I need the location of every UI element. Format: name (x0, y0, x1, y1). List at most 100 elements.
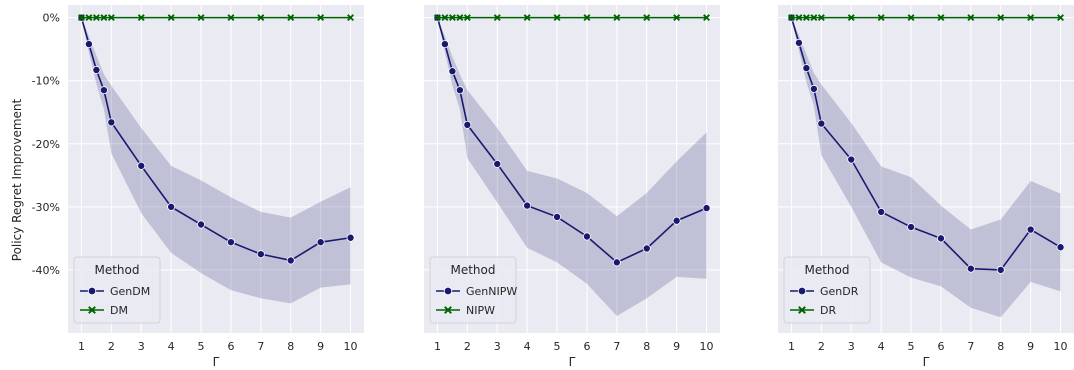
data-point-DM (85, 14, 93, 22)
data-point-NIPW (456, 14, 464, 22)
x-tick-label: 3 (138, 340, 145, 353)
legend-title: Method (450, 263, 495, 277)
data-point-NIPW (583, 14, 591, 22)
y-tick-label: 0% (43, 12, 60, 25)
x-tick-label: 1 (788, 340, 795, 353)
x-tick-label: 8 (643, 340, 650, 353)
data-point-NIPW (523, 14, 531, 22)
data-point-GenDR (1056, 243, 1065, 252)
x-tick-label: 4 (524, 340, 531, 353)
data-point-NIPW (703, 14, 710, 22)
x-tick-label: 2 (818, 340, 825, 353)
data-point-GenNIPW (493, 159, 502, 168)
legend-marker-GenNIPW (443, 286, 453, 296)
data-point-DM (100, 14, 108, 22)
x-tick-label: 10 (344, 340, 358, 353)
x-tick-label: 8 (997, 340, 1004, 353)
data-point-GenNIPW (553, 212, 562, 221)
x-tick-label: 10 (1054, 340, 1068, 353)
chart-panel-2: 1 2 3 4 5 6 7 8 9 10 Γ Method GenNIPW NIPW (424, 5, 720, 369)
data-point-NIPW (643, 14, 651, 22)
data-point-NIPW (613, 14, 621, 22)
x-tick-label: 4 (168, 340, 175, 353)
confidence-band (791, 17, 1061, 318)
legend: Method GenDR DR (783, 256, 871, 324)
x-tick-label: 6 (227, 340, 234, 353)
data-point-GenNIPW (455, 86, 464, 95)
data-point-NIPW (434, 14, 441, 22)
data-point-DR (877, 14, 885, 22)
data-point-DR (967, 14, 975, 22)
legend-label-GenDR: GenDR (820, 285, 859, 298)
data-point-NIPW (673, 14, 681, 22)
legend-title: Method (94, 263, 139, 277)
data-point-GenDR (966, 264, 975, 273)
data-point-GenDM (316, 238, 325, 247)
data-point-DM (167, 14, 175, 22)
data-point-DR (810, 14, 818, 22)
legend-marker-GenDM (87, 286, 97, 296)
data-point-NIPW (441, 14, 449, 22)
x-axis-label: Γ (923, 355, 930, 369)
data-point-GenDR (817, 119, 826, 128)
x-tick-label: 2 (464, 340, 471, 353)
data-point-NIPW (463, 14, 471, 22)
legend-title: Method (804, 263, 849, 277)
x-axis-label: Γ (213, 355, 220, 369)
data-point-GenDR (809, 84, 818, 93)
x-tick-label: 7 (613, 340, 620, 353)
data-point-GenNIPW (463, 120, 472, 129)
data-point-GenDR (1026, 225, 1035, 234)
confidence-band (81, 17, 351, 304)
data-point-GenDR (877, 207, 886, 216)
data-point-NIPW (553, 14, 561, 22)
x-tick-label: 4 (878, 340, 885, 353)
data-point-DM (287, 14, 295, 22)
data-point-GenDM (226, 238, 235, 247)
legend-label-DM: DM (110, 304, 128, 317)
data-point-GenDR (936, 234, 945, 243)
data-point-DR (937, 14, 945, 22)
x-tick-label: 5 (554, 340, 561, 353)
data-point-GenNIPW (672, 216, 681, 225)
data-point-GenDR (794, 38, 803, 47)
x-tick-label: 5 (198, 340, 205, 353)
data-point-DR (1057, 14, 1064, 22)
data-point-GenNIPW (582, 232, 591, 241)
data-point-DR (997, 14, 1005, 22)
data-point-GenDM (137, 161, 146, 170)
data-point-GenNIPW (612, 258, 621, 267)
data-point-DM (257, 14, 265, 22)
x-tick-label: 6 (937, 340, 944, 353)
y-tick-label: -40% (32, 264, 60, 277)
data-point-DM (137, 14, 145, 22)
x-tick-label: 5 (908, 340, 915, 353)
x-tick-label: 6 (583, 340, 590, 353)
x-tick-label: 1 (78, 340, 85, 353)
y-axis-label: Policy Regret Improvement (10, 98, 24, 261)
data-point-GenDR (802, 64, 811, 73)
data-point-DR (788, 14, 795, 22)
data-point-DM (197, 14, 205, 22)
data-point-GenDM (84, 40, 93, 49)
data-point-DR (907, 14, 915, 22)
data-point-DM (92, 14, 100, 22)
x-tick-label: 3 (848, 340, 855, 353)
data-point-GenDM (286, 256, 295, 265)
x-tick-label: 2 (108, 340, 115, 353)
legend-marker-GenDR (797, 286, 807, 296)
data-point-GenDM (346, 233, 355, 242)
x-tick-label: 7 (967, 340, 974, 353)
data-point-GenDM (99, 86, 108, 95)
x-tick-label: 7 (257, 340, 264, 353)
x-tick-label: 8 (287, 340, 294, 353)
data-point-DM (78, 14, 85, 22)
legend-label-GenDM: GenDM (110, 285, 150, 298)
y-tick-label: -20% (32, 138, 60, 151)
legend: Method GenNIPW NIPW (429, 256, 517, 324)
data-point-NIPW (493, 14, 501, 22)
data-point-DR (1027, 14, 1035, 22)
x-tick-label: 1 (434, 340, 441, 353)
legend-box (429, 256, 517, 324)
legend-box (783, 256, 871, 324)
